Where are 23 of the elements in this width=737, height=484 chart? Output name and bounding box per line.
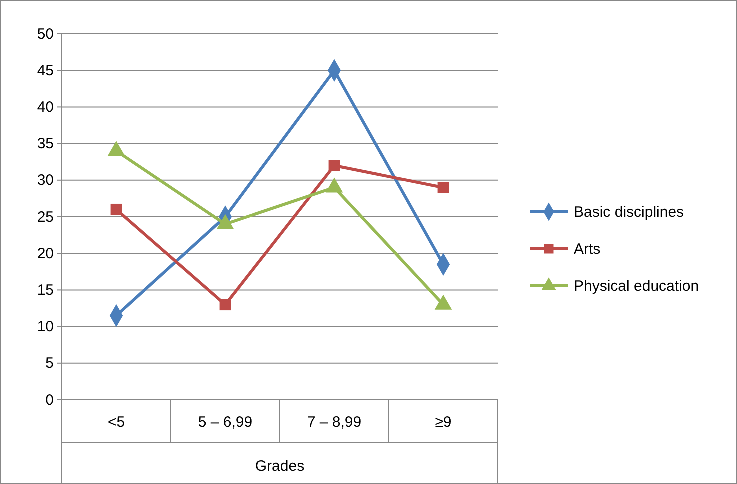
point	[220, 299, 232, 311]
y-tick-label: 0	[46, 392, 54, 409]
y-tick-label: 10	[37, 318, 54, 336]
legend-label: Physical education	[574, 278, 700, 295]
y-tick-label: 25	[37, 208, 54, 226]
y-tick-label: 35	[37, 136, 54, 153]
x-tick-label: 5 – 6,99	[198, 414, 253, 431]
y-tick-label: 40	[37, 99, 54, 116]
x-tick-label: ≥9	[435, 414, 452, 431]
x-tick-label: <5	[108, 414, 126, 431]
point	[328, 160, 340, 172]
y-tick-label: 20	[37, 245, 54, 262]
x-axis-title: Grades	[255, 458, 305, 475]
point	[438, 182, 450, 194]
point	[110, 204, 122, 216]
y-tick-label: 30	[37, 172, 54, 190]
legend-label: Arts	[574, 241, 601, 258]
legend-label: Basic disciplines	[574, 204, 684, 221]
y-tick-label: 50	[37, 26, 54, 43]
x-tick-label: 7 – 8,99	[307, 414, 362, 431]
y-tick-label: 45	[37, 62, 54, 80]
y-tick-label: 15	[37, 282, 54, 299]
y-tick-label: 5	[46, 355, 54, 372]
